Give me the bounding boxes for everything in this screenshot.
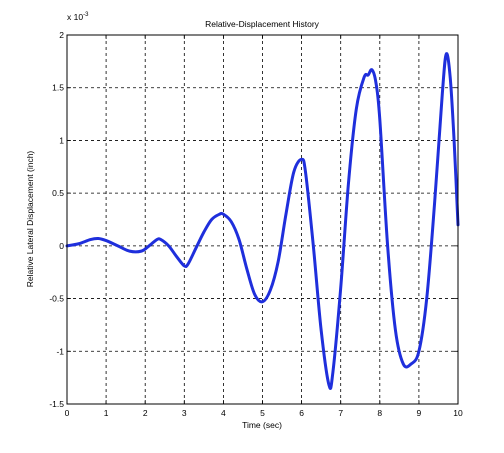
series-point [230,220,233,223]
series-point [175,255,178,258]
series-point [237,238,241,241]
grid [67,35,458,404]
series-point [292,170,295,174]
series-point [347,181,350,184]
plot-border [66,34,459,405]
series-point [253,293,256,296]
series-point [402,362,405,366]
x-tick-label: 7 [338,408,343,418]
series-point [261,300,264,303]
x-tick-label: 10 [453,408,463,418]
series-point [394,329,397,332]
series-point [304,170,307,174]
series-point [374,81,378,84]
x-tick-label: 4 [221,408,226,418]
x-tick-label: 1 [104,408,109,418]
y-axis-multiplier-exponent: -3 [83,12,89,18]
series-point [284,213,288,216]
y-tick-label: 1.5 [52,83,64,93]
x-tick-label: 6 [299,408,304,418]
y-tick-label: 0.5 [52,188,64,198]
series-point [183,264,186,268]
series-point [269,288,272,292]
series-point [433,202,436,205]
x-tick-label: 3 [182,408,187,418]
y-tick-label: -1 [56,346,64,356]
series-point [128,249,131,253]
series-point [319,329,323,332]
series-point [370,68,374,71]
series-point [378,118,381,121]
series-point [312,244,315,248]
series-point [194,246,198,250]
series-point [116,244,120,248]
x-tick-label: 2 [143,408,148,418]
series-point [355,107,358,111]
y-tick-label: 1 [59,135,64,145]
series-point [104,239,108,242]
series-point [425,297,428,300]
series-point [167,244,170,248]
series-point [452,139,456,142]
series-point [339,286,342,290]
series-point [386,244,389,248]
y-tick-label: -0.5 [49,294,64,304]
series-point [331,371,335,374]
y-axis-multiplier-base: x 10 [67,12,83,22]
x-tick-label: 9 [417,408,422,418]
x-axis-title: Time (sec) [242,420,282,430]
series-point [210,218,213,221]
y-axis-tick-labels: -1.5 -1 -0.5 0 0.5 1 1.5 2 [49,30,64,409]
series-point [202,230,206,234]
series-point [147,244,151,248]
series-point [417,350,421,353]
y-tick-label: 2 [59,30,64,40]
series-layer [65,52,460,390]
series-point [159,238,163,241]
y-axis-title: Relative Lateral Displacement (inch) [25,151,35,288]
series-point [77,242,80,245]
series-point [300,158,303,161]
series-point [140,249,143,253]
chart-title: Relative-Displacement History [205,19,320,29]
series-point [327,383,331,387]
series-point [276,260,280,263]
series-point [441,91,444,95]
series-point [445,52,448,56]
series-point [155,238,159,241]
y-tick-label: -1.5 [49,399,64,409]
x-tick-label: 0 [65,408,70,418]
y-axis-multiplier: x 10-3 [67,12,89,22]
series-point [187,262,190,265]
series-point [222,213,225,216]
series-point [245,267,249,271]
x-axis-tick-labels: 0 1 2 3 4 5 6 7 8 9 10 [65,408,463,418]
series-point [89,238,92,241]
series-point [97,237,100,240]
y-tick-label: 0 [59,241,64,251]
x-tick-label: 5 [260,408,265,418]
series-point [362,75,366,79]
series-point [218,213,221,216]
x-tick-label: 8 [377,408,382,418]
series-point [366,73,370,77]
series-point [448,75,452,79]
series-point [409,362,413,366]
